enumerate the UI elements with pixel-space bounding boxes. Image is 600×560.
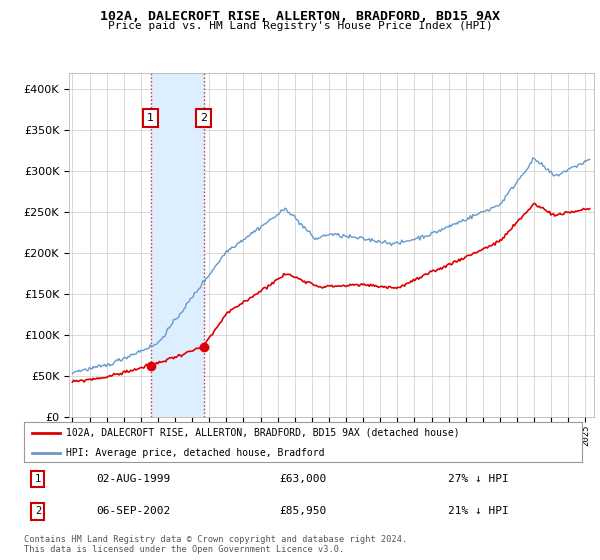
Text: 102A, DALECROFT RISE, ALLERTON, BRADFORD, BD15 9AX: 102A, DALECROFT RISE, ALLERTON, BRADFORD… xyxy=(100,10,500,22)
Text: £85,950: £85,950 xyxy=(280,506,326,516)
Text: 102A, DALECROFT RISE, ALLERTON, BRADFORD, BD15 9AX (detached house): 102A, DALECROFT RISE, ALLERTON, BRADFORD… xyxy=(66,428,460,438)
Text: 1: 1 xyxy=(147,113,154,123)
Text: 2: 2 xyxy=(200,113,207,123)
Text: Contains HM Land Registry data © Crown copyright and database right 2024.
This d: Contains HM Land Registry data © Crown c… xyxy=(24,535,407,554)
Text: 02-AUG-1999: 02-AUG-1999 xyxy=(97,474,171,484)
Text: 27% ↓ HPI: 27% ↓ HPI xyxy=(448,474,509,484)
Text: 1: 1 xyxy=(35,474,41,484)
Text: Price paid vs. HM Land Registry's House Price Index (HPI): Price paid vs. HM Land Registry's House … xyxy=(107,21,493,31)
Text: 2: 2 xyxy=(35,506,41,516)
Text: 21% ↓ HPI: 21% ↓ HPI xyxy=(448,506,509,516)
Text: £63,000: £63,000 xyxy=(280,474,326,484)
Bar xyxy=(151,73,203,417)
Text: 06-SEP-2002: 06-SEP-2002 xyxy=(97,506,171,516)
Text: HPI: Average price, detached house, Bradford: HPI: Average price, detached house, Brad… xyxy=(66,448,325,458)
